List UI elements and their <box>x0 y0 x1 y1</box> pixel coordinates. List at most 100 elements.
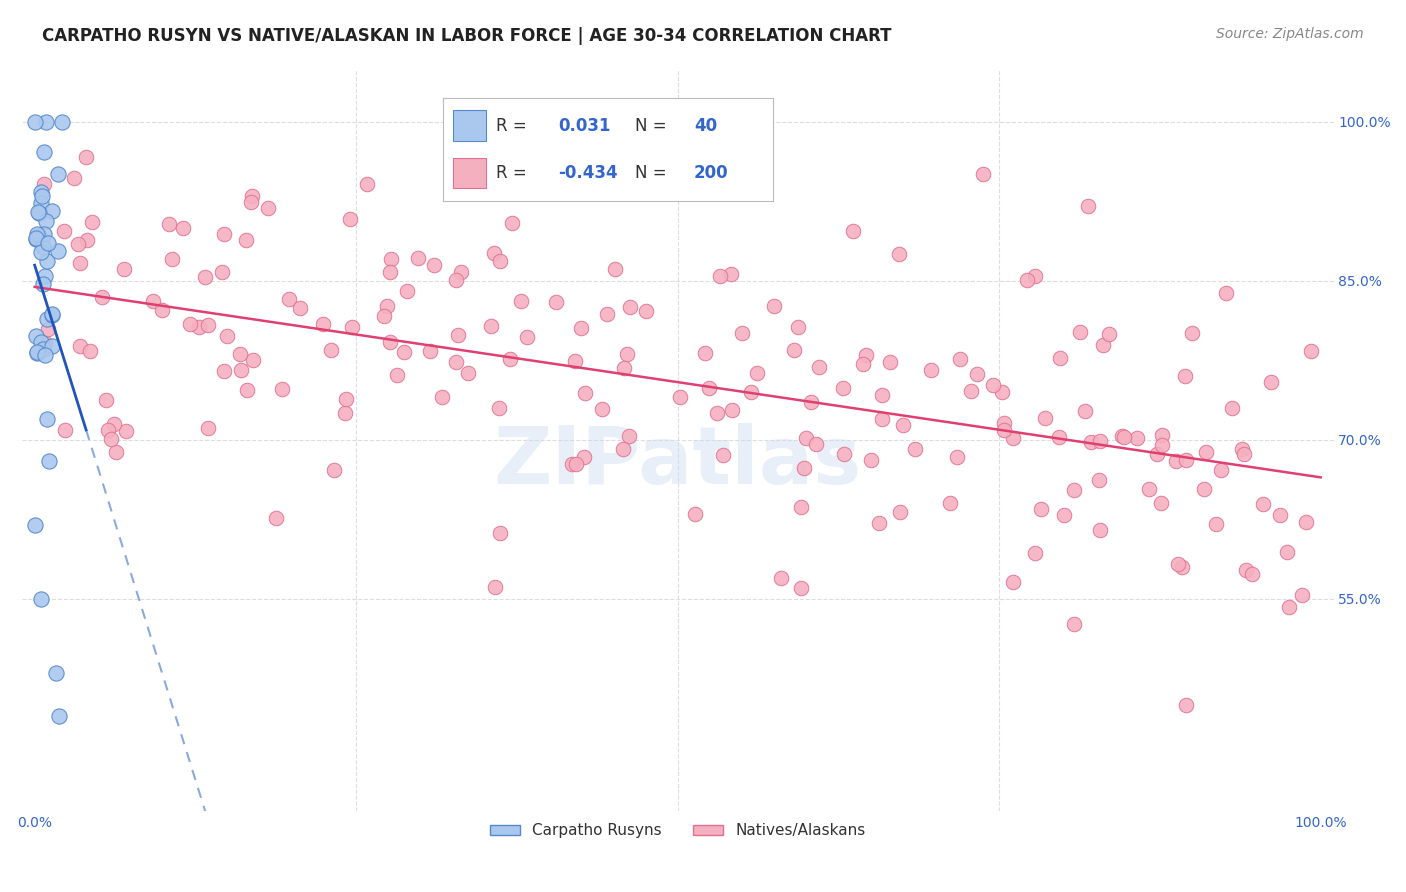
Point <box>807 359 830 374</box>
Point <box>787 319 810 334</box>
Point <box>946 450 969 464</box>
Point <box>479 318 502 333</box>
Point <box>75 150 97 164</box>
Point <box>1150 438 1173 452</box>
Point <box>1233 447 1256 461</box>
Point <box>501 216 523 230</box>
Point <box>488 401 510 415</box>
Point <box>1098 326 1121 341</box>
Point <box>1063 617 1085 632</box>
Point <box>1232 442 1254 456</box>
Point <box>27 229 49 244</box>
Point <box>79 343 101 358</box>
Point <box>257 201 280 215</box>
Point <box>339 212 361 227</box>
Point <box>1125 431 1147 445</box>
Point <box>612 442 634 457</box>
Point <box>939 495 962 509</box>
Point <box>683 507 706 521</box>
Point <box>319 343 342 357</box>
Point <box>179 318 201 332</box>
Point <box>1111 429 1133 443</box>
Point <box>240 194 263 209</box>
Point <box>720 267 742 281</box>
Point <box>1001 574 1024 589</box>
Text: N =: N = <box>634 117 666 135</box>
Point <box>564 354 586 368</box>
Point <box>380 335 402 350</box>
Point <box>91 290 114 304</box>
Point <box>596 307 619 321</box>
Point <box>53 224 76 238</box>
Point <box>1074 403 1097 417</box>
Point <box>948 352 970 367</box>
Point <box>229 347 252 361</box>
Point <box>1295 515 1317 529</box>
Point <box>1164 453 1187 467</box>
FancyBboxPatch shape <box>453 111 486 141</box>
Point <box>981 377 1004 392</box>
Point <box>406 251 429 265</box>
Point <box>993 417 1015 431</box>
Point <box>212 227 235 241</box>
Point <box>1260 376 1282 390</box>
Point <box>211 265 233 279</box>
Point <box>870 388 893 402</box>
Point <box>790 581 813 595</box>
Point <box>613 361 636 376</box>
Point <box>1029 501 1052 516</box>
Point <box>34 348 56 362</box>
Point <box>335 406 357 420</box>
Point <box>516 329 538 343</box>
Point <box>770 571 793 585</box>
Point <box>1299 343 1322 358</box>
Point <box>499 351 522 366</box>
Point <box>142 293 165 308</box>
Point <box>457 366 479 380</box>
Point <box>488 525 510 540</box>
Point <box>1234 563 1257 577</box>
Point <box>1278 599 1301 614</box>
Point <box>25 227 48 241</box>
Point <box>335 392 357 406</box>
Point <box>395 284 418 298</box>
Point <box>215 328 238 343</box>
Point <box>373 309 395 323</box>
Point <box>236 383 259 397</box>
Point <box>1091 338 1114 352</box>
Point <box>63 171 86 186</box>
Point <box>1053 508 1076 523</box>
Point <box>1088 434 1111 448</box>
Text: 0.031: 0.031 <box>558 117 612 135</box>
Point <box>1167 557 1189 571</box>
Point <box>423 259 446 273</box>
Point <box>432 390 454 404</box>
Point <box>1069 325 1091 339</box>
Point <box>30 196 52 211</box>
Point <box>990 384 1012 399</box>
Point <box>160 252 183 266</box>
Point <box>35 214 58 228</box>
Point <box>35 312 58 326</box>
Point <box>34 268 56 283</box>
Point <box>32 240 55 254</box>
Point <box>312 317 335 331</box>
Point <box>709 269 731 284</box>
Point <box>794 431 817 445</box>
Point <box>920 362 942 376</box>
Text: 200: 200 <box>695 164 728 182</box>
Point <box>993 423 1015 437</box>
Point <box>868 516 890 530</box>
Point <box>1087 473 1109 487</box>
Point <box>872 412 894 426</box>
Point <box>45 666 67 681</box>
Point <box>569 320 592 334</box>
Point <box>972 167 994 181</box>
Point <box>904 442 927 456</box>
FancyBboxPatch shape <box>453 158 486 188</box>
Point <box>1215 285 1237 300</box>
Point <box>66 236 89 251</box>
Point <box>197 318 219 333</box>
Point <box>1146 447 1168 461</box>
Point <box>1015 273 1038 287</box>
